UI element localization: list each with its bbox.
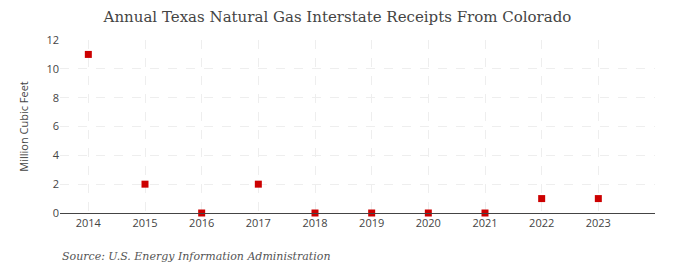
svg-text:2019: 2019 [359, 215, 384, 230]
svg-text:2018: 2018 [302, 215, 327, 230]
svg-text:8: 8 [53, 90, 59, 105]
svg-text:2015: 2015 [132, 215, 157, 230]
svg-text:2023: 2023 [586, 215, 611, 230]
svg-text:Source: U.S. Energy Informatio: Source: U.S. Energy Information Administ… [62, 250, 330, 263]
svg-text:Million Cubic Feet: Million Cubic Feet [16, 81, 31, 172]
svg-text:2014: 2014 [76, 215, 102, 230]
svg-text:2022: 2022 [529, 215, 554, 230]
svg-text:12: 12 [46, 32, 59, 47]
svg-text:6: 6 [53, 118, 59, 133]
svg-text:2021: 2021 [472, 215, 497, 230]
svg-text:2016: 2016 [189, 215, 214, 230]
svg-text:2017: 2017 [246, 215, 271, 230]
svg-text:2: 2 [53, 176, 59, 191]
svg-text:0: 0 [53, 205, 59, 220]
svg-text:Annual Texas Natural Gas Inter: Annual Texas Natural Gas Interstate Rece… [103, 8, 572, 26]
svg-text:4: 4 [53, 147, 60, 162]
svg-text:2020: 2020 [416, 215, 441, 230]
svg-text:10: 10 [46, 61, 59, 76]
